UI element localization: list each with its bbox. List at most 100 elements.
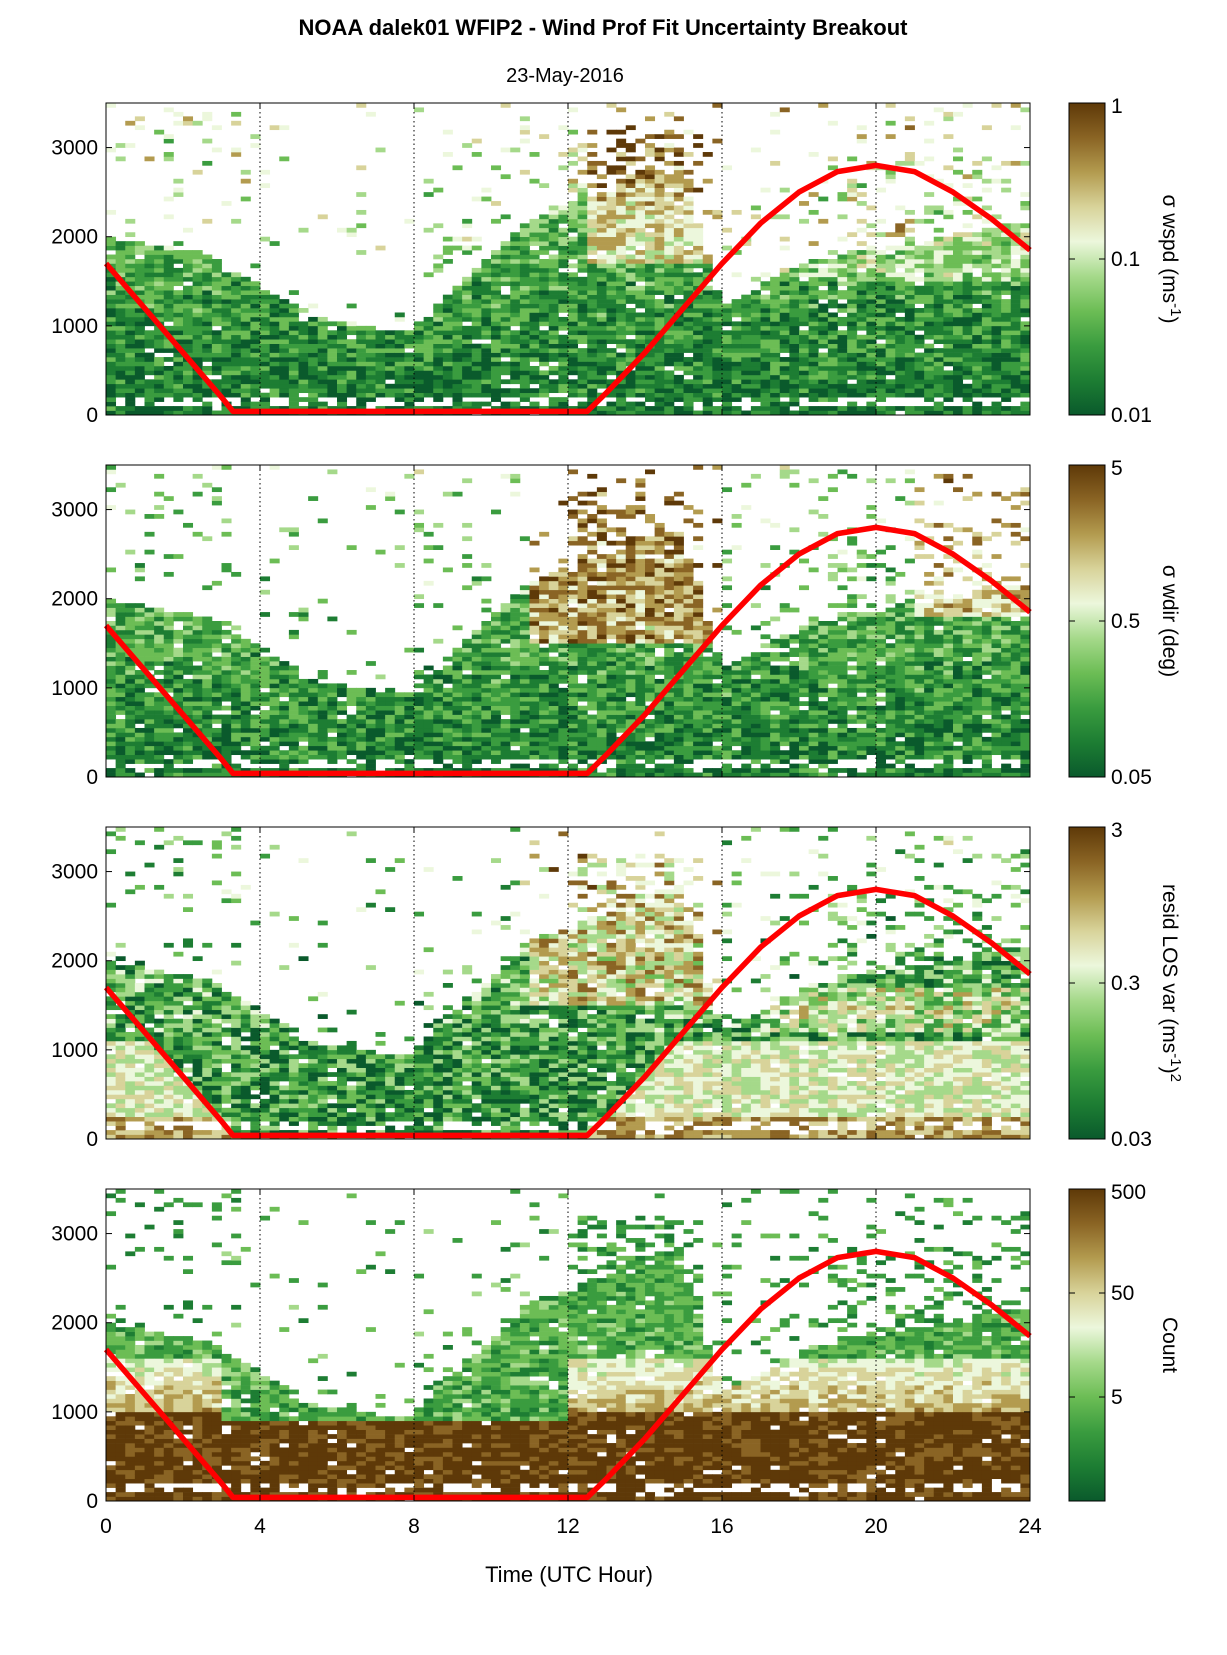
heatmap-cell [943, 370, 954, 376]
heatmap-cell [134, 361, 145, 367]
heatmap-cell [134, 290, 145, 295]
heatmap-cell [673, 267, 684, 273]
heatmap-cell [529, 250, 540, 255]
heatmap-cell [847, 392, 858, 398]
heatmap-cell [991, 352, 1002, 358]
heatmap-cell [519, 661, 530, 666]
heatmap-cell [981, 321, 992, 327]
heatmap-cell [943, 410, 954, 416]
heatmap-cell [750, 308, 761, 313]
heatmap-cell [452, 732, 463, 738]
heatmap-cell [693, 397, 704, 402]
heatmap-cell [452, 745, 463, 751]
heatmap-cell [250, 745, 261, 751]
heatmap-cell [866, 361, 877, 367]
heatmap-cell [1001, 160, 1012, 166]
heatmap-cell [288, 348, 299, 353]
heatmap-cell [163, 312, 174, 318]
heatmap-cell [346, 374, 357, 380]
heatmap-cell [183, 772, 194, 778]
heatmap-cell [558, 357, 569, 362]
heatmap-cell [288, 334, 299, 340]
heatmap-cell [539, 312, 550, 318]
heatmap-cell [481, 267, 492, 273]
heatmap-cell [1020, 365, 1031, 371]
heatmap-cell [154, 750, 165, 756]
heatmap-cell [163, 357, 174, 362]
heatmap-cell [154, 638, 165, 644]
heatmap-cell [991, 285, 1002, 291]
heatmap-cell [462, 303, 473, 309]
heatmap-cell [529, 652, 540, 657]
heatmap-cell [519, 263, 530, 269]
heatmap-cell [741, 308, 752, 313]
heatmap-cell [279, 719, 290, 724]
heatmap-cell [606, 330, 617, 336]
heatmap-cell [134, 250, 145, 255]
heatmap-cell [462, 696, 473, 702]
heatmap-cell [837, 348, 848, 353]
heatmap-cell [577, 183, 588, 188]
heatmap-cell [491, 665, 502, 671]
heatmap-cell [510, 683, 521, 689]
heatmap-cell [972, 299, 983, 304]
heatmap-cell [250, 643, 261, 649]
heatmap-cell [500, 263, 511, 269]
heatmap-cell [173, 652, 184, 657]
heatmap-cell [645, 308, 656, 313]
heatmap-cell [125, 388, 136, 394]
heatmap-cell [433, 603, 444, 608]
heatmap-cell [645, 352, 656, 358]
heatmap-cell [510, 719, 521, 724]
heatmap-cell [596, 259, 607, 264]
heatmap-cell [221, 714, 232, 720]
heatmap-cell [577, 232, 588, 238]
heatmap-cell [356, 714, 367, 720]
heatmap-cell [221, 392, 232, 398]
heatmap-cell [375, 245, 386, 251]
heatmap-cell [799, 365, 810, 371]
heatmap-cell [568, 209, 579, 215]
heatmap-cell [394, 710, 405, 715]
heatmap-cell [924, 303, 935, 309]
heatmap-cell [1010, 263, 1021, 269]
heatmap-cell [712, 365, 723, 371]
heatmap-cell [183, 290, 194, 295]
heatmap-cell [1010, 383, 1021, 389]
heatmap-cell [442, 352, 453, 358]
heatmap-cell [269, 727, 280, 733]
heatmap-cell [394, 719, 405, 724]
heatmap-cell [664, 236, 675, 242]
heatmap-cell [317, 750, 328, 756]
heatmap-cell [568, 339, 579, 344]
heatmap-cell [712, 352, 723, 358]
heatmap-cell [587, 236, 598, 242]
heatmap-cell [433, 522, 444, 528]
heatmap-cell [115, 352, 126, 358]
heatmap-cell [221, 465, 232, 470]
heatmap-cell [799, 267, 810, 273]
heatmap-cell [106, 281, 117, 287]
heatmap-cell [933, 281, 944, 287]
heatmap-cell [1010, 357, 1021, 362]
heatmap-cell [924, 388, 935, 394]
heatmap-cell [423, 701, 434, 706]
heatmap-cell [250, 365, 261, 371]
heatmap-cell [385, 392, 396, 398]
heatmap-cell [991, 410, 1002, 416]
heatmap-cell [616, 379, 627, 385]
heatmap-cell [558, 227, 569, 233]
heatmap-cell [510, 272, 521, 278]
heatmap-cell [462, 361, 473, 367]
heatmap-cell [279, 678, 290, 684]
heatmap-cell [106, 661, 117, 666]
heatmap-cell [616, 312, 627, 318]
heatmap-cell [250, 383, 261, 389]
heatmap-cell [625, 227, 636, 233]
heatmap-cell [856, 272, 867, 278]
heatmap-cell [693, 370, 704, 376]
heatmap-cell [693, 143, 704, 148]
heatmap-cell [914, 352, 925, 358]
heatmap-cell [606, 357, 617, 362]
heatmap-cell [221, 772, 232, 778]
